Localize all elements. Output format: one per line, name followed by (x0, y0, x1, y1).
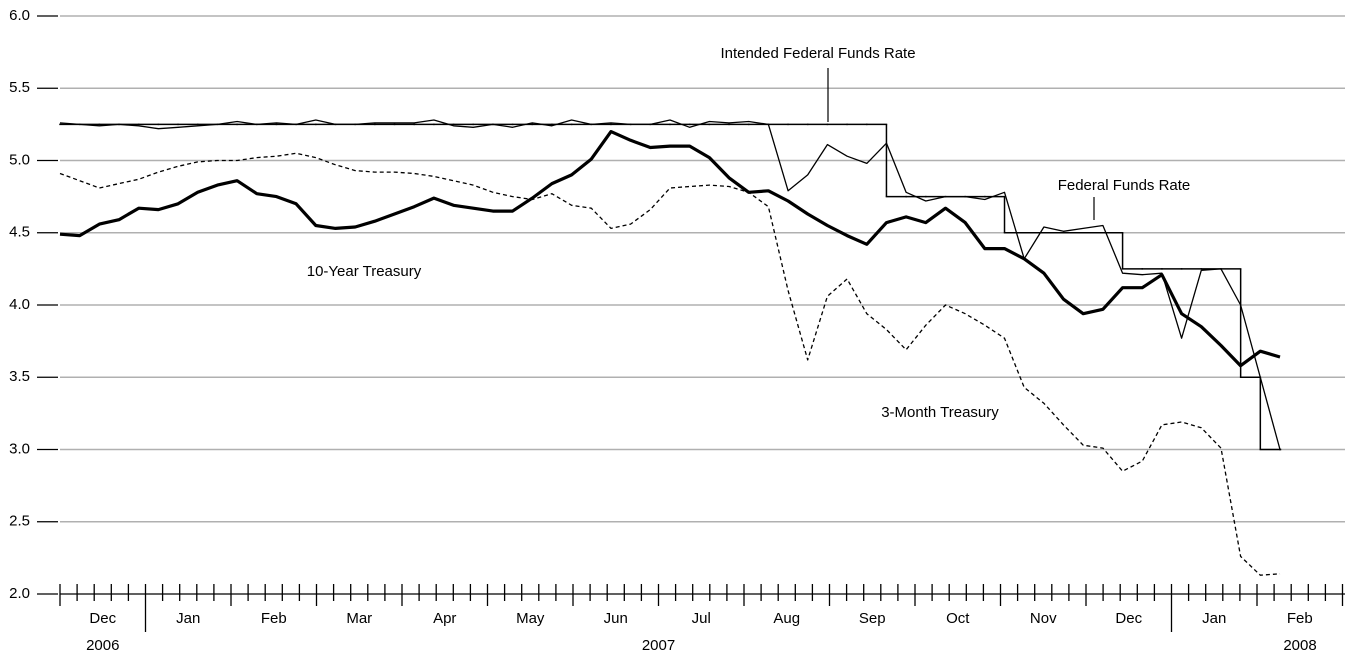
series-line (59, 152, 1281, 576)
series-annotation: 10-Year Treasury (307, 263, 422, 280)
x-month-label: Feb (261, 610, 287, 627)
x-month-label: Nov (1030, 610, 1057, 627)
y-tick-label: 5.0 (9, 151, 30, 168)
series-annotation: Federal Funds Rate (1058, 177, 1191, 194)
x-month-label: Feb (1287, 610, 1313, 627)
x-month-label: Dec (89, 610, 116, 627)
y-tick-label: 4.0 (9, 296, 30, 313)
x-month-label: Dec (1115, 610, 1142, 627)
y-tick-label: 4.5 (9, 224, 30, 241)
y-tick-label: 3.0 (9, 440, 30, 457)
x-month-label: Apr (433, 610, 456, 627)
x-year-label: 2007 (642, 637, 675, 654)
series-annotation: 3-Month Treasury (881, 404, 999, 421)
x-month-label: Oct (946, 610, 970, 627)
x-month-label: Jul (692, 610, 711, 627)
x-month-label: Aug (773, 610, 800, 627)
x-month-label: Jan (1202, 610, 1226, 627)
x-month-label: Sep (859, 610, 886, 627)
series-line (59, 119, 1281, 450)
y-tick-label: 2.0 (9, 585, 30, 602)
series-annotation: Intended Federal Funds Rate (720, 45, 915, 62)
series-line (59, 130, 1281, 368)
x-year-label: 2006 (86, 637, 119, 654)
x-month-label: May (516, 610, 545, 627)
annotation-leaders (827, 68, 1095, 220)
x-month-label: Jan (176, 610, 200, 627)
y-tick-label: 6.0 (9, 7, 30, 24)
x-month-label: Jun (604, 610, 628, 627)
y-tick-label: 2.5 (9, 513, 30, 530)
x-month-label: Mar (346, 610, 372, 627)
y-tick-label: 5.5 (9, 79, 30, 96)
x-year-label: 2008 (1283, 637, 1316, 654)
y-tick-label: 3.5 (9, 368, 30, 385)
